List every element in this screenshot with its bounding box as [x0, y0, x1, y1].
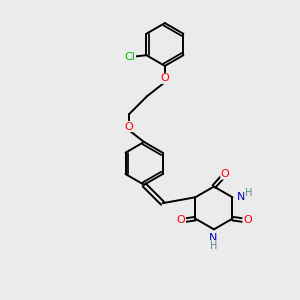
Text: N: N: [209, 233, 218, 243]
Text: Cl: Cl: [124, 52, 135, 62]
Text: N: N: [237, 192, 245, 202]
Text: H: H: [210, 241, 217, 251]
Text: H: H: [245, 188, 253, 198]
Text: O: O: [160, 74, 169, 83]
Text: O: O: [221, 169, 230, 179]
Text: O: O: [125, 122, 134, 131]
Text: O: O: [177, 215, 185, 225]
Text: O: O: [243, 215, 252, 225]
